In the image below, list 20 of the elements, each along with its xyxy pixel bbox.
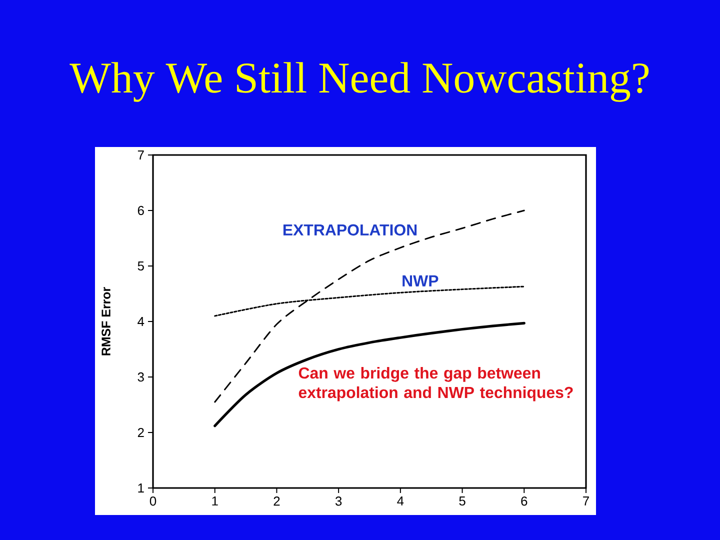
y-tick-label: 7 xyxy=(138,150,144,160)
y-tick-label: 1 xyxy=(138,484,144,492)
x-tick-label: 2 xyxy=(274,496,280,506)
series-label: NWP xyxy=(402,275,438,286)
x-tick-label: 3 xyxy=(335,496,342,506)
x-tick-label: 0 xyxy=(150,496,156,506)
y-tick-label: 5 xyxy=(138,261,144,271)
y-tick-label: 3 xyxy=(138,372,144,382)
y-axis-title: RMSF Error xyxy=(102,287,110,356)
x-tick-label: 5 xyxy=(459,496,466,506)
annotation: Can we bridge the gap between extrapolation and NWP techniques? xyxy=(298,366,573,402)
x-tick-label: 1 xyxy=(212,496,218,506)
chart-title: Why We Still Need Nowcasting? xyxy=(70,62,649,102)
x-tick-label: 7 xyxy=(583,496,589,506)
y-tick-label: 2 xyxy=(138,428,144,438)
x-tick-label: 6 xyxy=(521,496,528,506)
x-tick-label: 4 xyxy=(397,496,404,506)
series-label: EXTRAPOLATION xyxy=(283,224,417,236)
y-tick-label: 4 xyxy=(138,317,144,326)
y-tick-label: 6 xyxy=(138,206,144,216)
